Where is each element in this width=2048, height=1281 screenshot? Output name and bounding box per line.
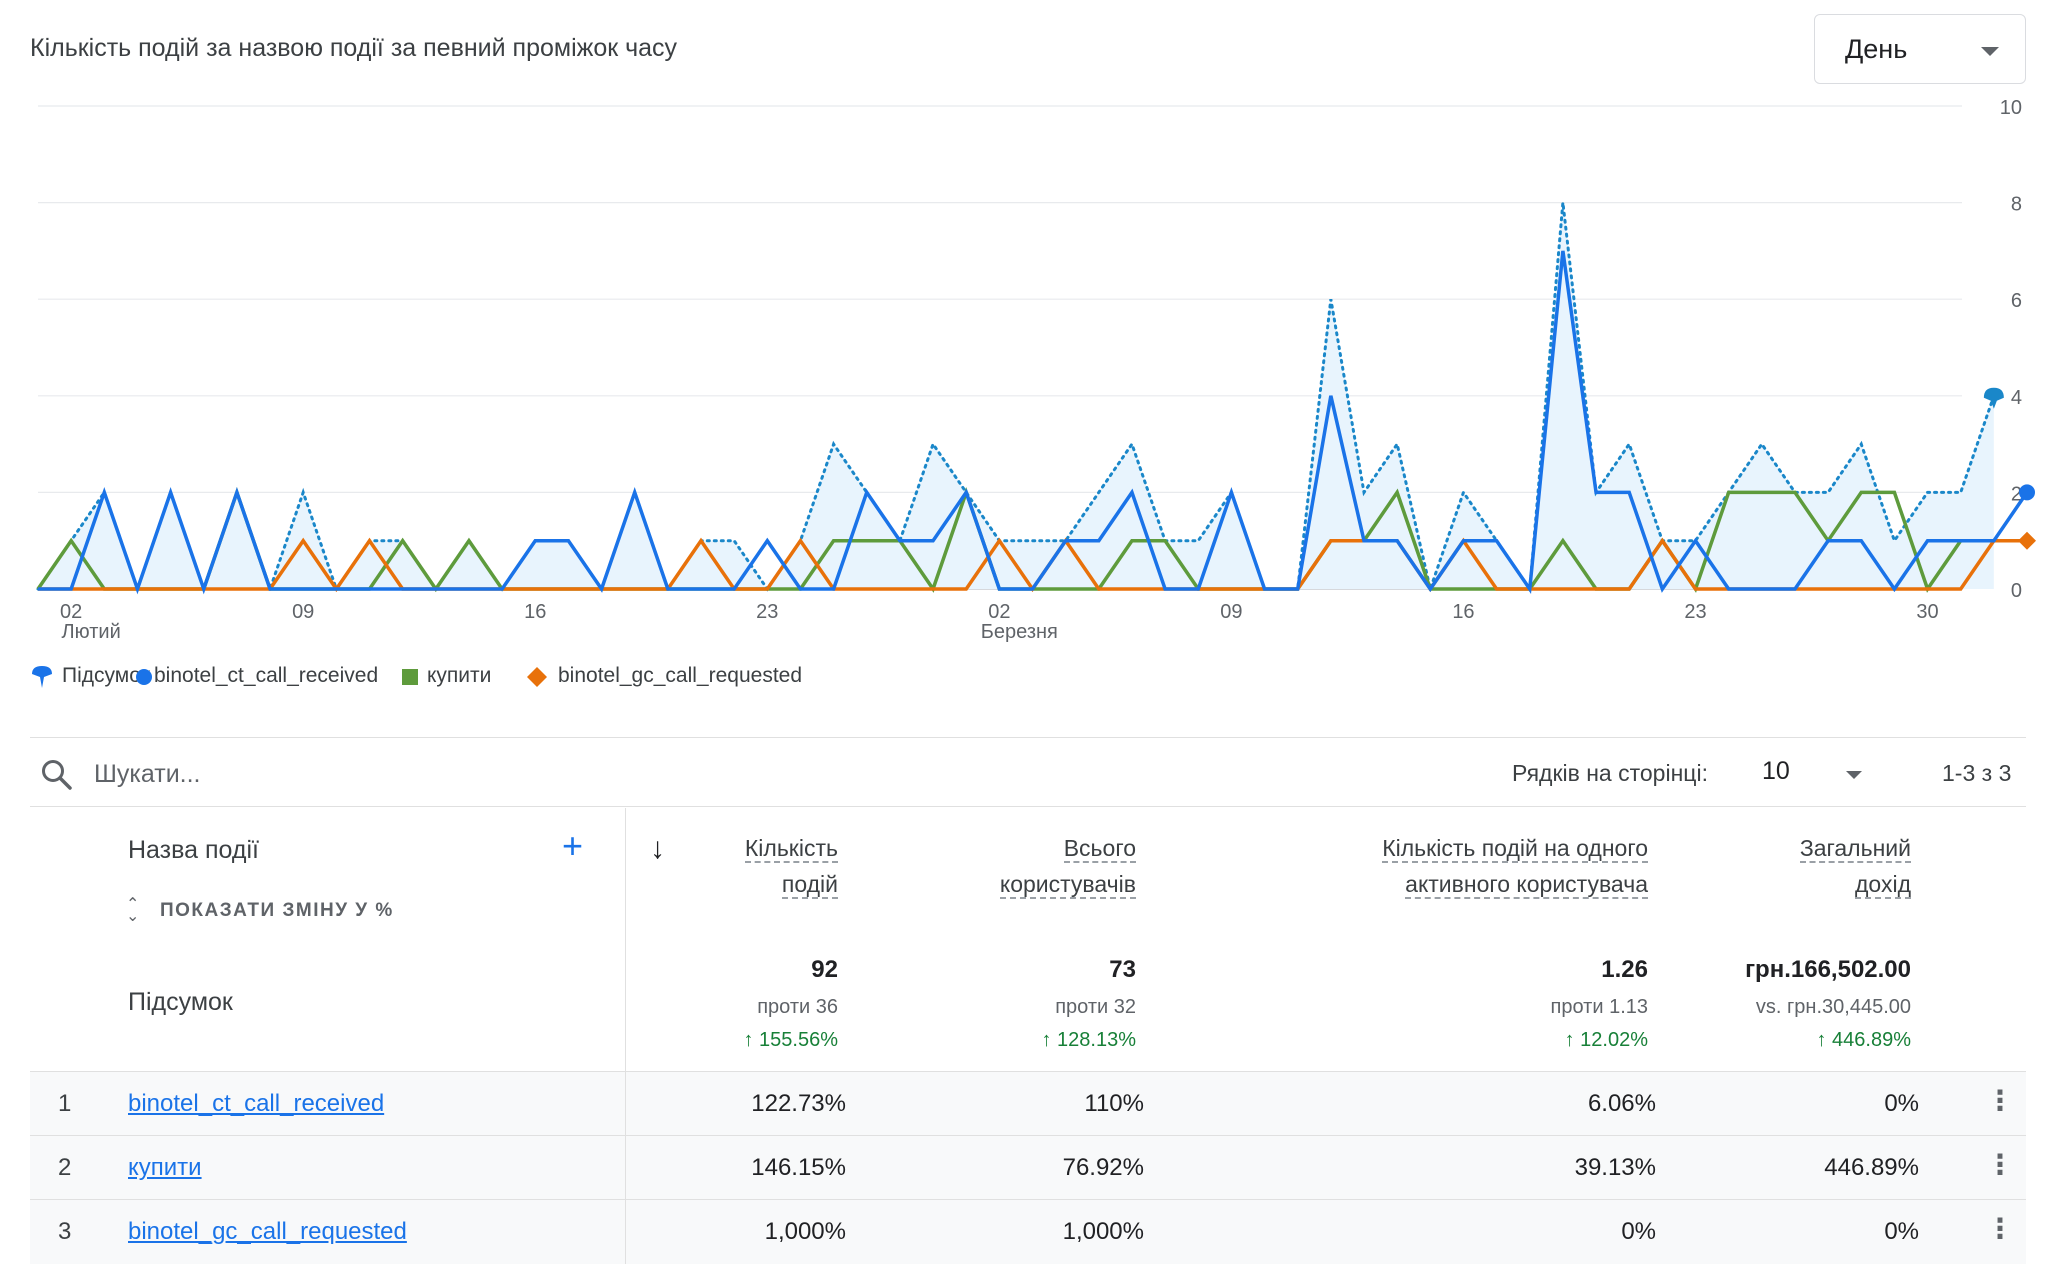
table-row: 1 binotel_ct_call_received 122.73% 110% … [30,1071,2026,1136]
event-name-link[interactable]: binotel_gc_call_requested [128,1218,407,1245]
search-icon[interactable] [40,758,72,790]
col-header-total-users[interactable]: Всього користувачів [999,835,1136,899]
sort-desc-icon[interactable]: ↓ [650,832,665,865]
y-tick-label: 2 [2011,483,2022,505]
show-change-toggle[interactable]: ПОКАЗАТИ ЗМІНУ У % [160,900,394,921]
total-event-count: 92 проти 36 ↑ 155.56% [743,956,838,1051]
y-tick-label: 4 [2011,387,2022,409]
y-tick-label: 10 [2000,97,2022,119]
pagination-range: 1-3 з 3 [1942,760,2012,786]
ct-call-end-marker [2019,484,2035,501]
granularity-value: День [1845,33,1908,64]
total-revenue: грн.166,502.00 vs. грн.30,445.00 ↑ 446.8… [1745,956,1911,1051]
diamond-marker-icon [527,667,547,687]
y-tick-label: 6 [2011,290,2022,312]
dimension-header: Назва події [128,836,259,864]
x-tick-label: 02 [988,601,1010,623]
total-end-marker [1983,387,2004,409]
cell-event-count: 122.73% [751,1090,846,1117]
cell-events-per-user: 0% [1621,1218,1656,1245]
x-tick-label: 09 [292,601,314,623]
totals-label: Підсумок [128,988,233,1016]
chart-series [36,202,2029,595]
cell-total-users: 1,000% [1062,1218,1144,1245]
rows-per-page-select[interactable]: 10 [1762,757,1790,785]
series-end-markers [1983,387,2036,550]
table-top-divider [30,806,2026,807]
row-index: 3 [58,1218,72,1245]
event-name-link[interactable]: купити [128,1154,202,1181]
rows-per-page-label: Рядків на сторінці: [1512,760,1708,786]
row-index: 1 [58,1090,72,1117]
col-header-events-per-user[interactable]: Кількість подій на одного активного кори… [1382,835,1648,899]
total-series-area [38,202,1994,589]
cell-total-users: 110% [1084,1090,1144,1117]
legend-label: binotel_gc_call_requested [558,664,803,687]
section-divider [30,737,2026,738]
table-row: 2 купити 146.15% 76.92% 39.13% 446.89% ⋮ [30,1135,2026,1200]
search-input[interactable] [92,756,696,792]
x-tick-label: 23 [756,601,778,623]
expand-collapse-icon[interactable]: ⌃ ⌄ [126,896,140,925]
cell-event-count: 146.15% [751,1154,846,1181]
more-options-icon[interactable]: ⋮ [1986,1149,2014,1180]
y-tick-label: 8 [2011,194,2022,216]
rows-per-page-caret-icon[interactable] [1846,771,1862,779]
cell-total-revenue: 0% [1884,1090,1919,1117]
table-column-divider [625,808,626,1264]
cell-total-users: 76.92% [1062,1154,1144,1181]
pin-marker-icon [32,666,52,688]
granularity-dropdown[interactable]: День [1814,14,2026,84]
more-options-icon[interactable]: ⋮ [1986,1213,2014,1244]
dropdown-caret-icon [1981,47,1999,56]
x-tick-label: 16 [1452,601,1474,623]
event-name-link[interactable]: binotel_ct_call_received [128,1090,385,1117]
x-tick-label: 23 [1684,601,1706,623]
x-tick-label: 30 [1916,601,1938,623]
circle-marker-icon [136,669,152,685]
y-axis-ticks: 0 2 4 6 8 10 [2000,97,2022,602]
card-title: Кількість подій за назвою події за певни… [30,34,678,62]
legend-label: Підсумок [62,664,151,687]
cell-event-count: 1,000% [764,1218,846,1245]
gc-call-end-marker [2018,531,2036,550]
series-line-ct-call-received [38,250,2029,595]
x-tick-label: 09 [1220,601,1242,623]
add-dimension-icon[interactable]: + [562,825,584,866]
total-events-per-user: 1.26 проти 1.13 ↑ 12.02% [1550,956,1648,1051]
legend-label: binotel_ct_call_received [154,664,379,687]
col-header-total-revenue[interactable]: Загальний дохід [1799,835,1911,899]
cell-total-revenue: 0% [1884,1218,1919,1245]
y-tick-label: 0 [2011,580,2022,602]
col-header-event-count[interactable]: Кількість подій [744,835,838,899]
x-tick-month-label: Березня [981,621,1058,643]
table-row: 3 binotel_gc_call_requested 1,000% 1,000… [30,1199,2026,1264]
x-tick-label: 02 [60,601,82,623]
cell-events-per-user: 6.06% [1587,1090,1656,1117]
total-users: 73 проти 32 ↑ 128.13% [1041,956,1136,1051]
cell-events-per-user: 39.13% [1574,1154,1656,1181]
x-tick-month-label: Лютий [62,621,121,643]
row-index: 2 [58,1154,72,1181]
legend-label: купити [427,664,492,687]
x-tick-label: 16 [524,601,546,623]
cell-total-revenue: 446.89% [1824,1154,1919,1181]
more-options-icon[interactable]: ⋮ [1986,1085,2014,1116]
square-marker-icon [402,669,418,685]
chart-gridlines [38,105,1962,590]
